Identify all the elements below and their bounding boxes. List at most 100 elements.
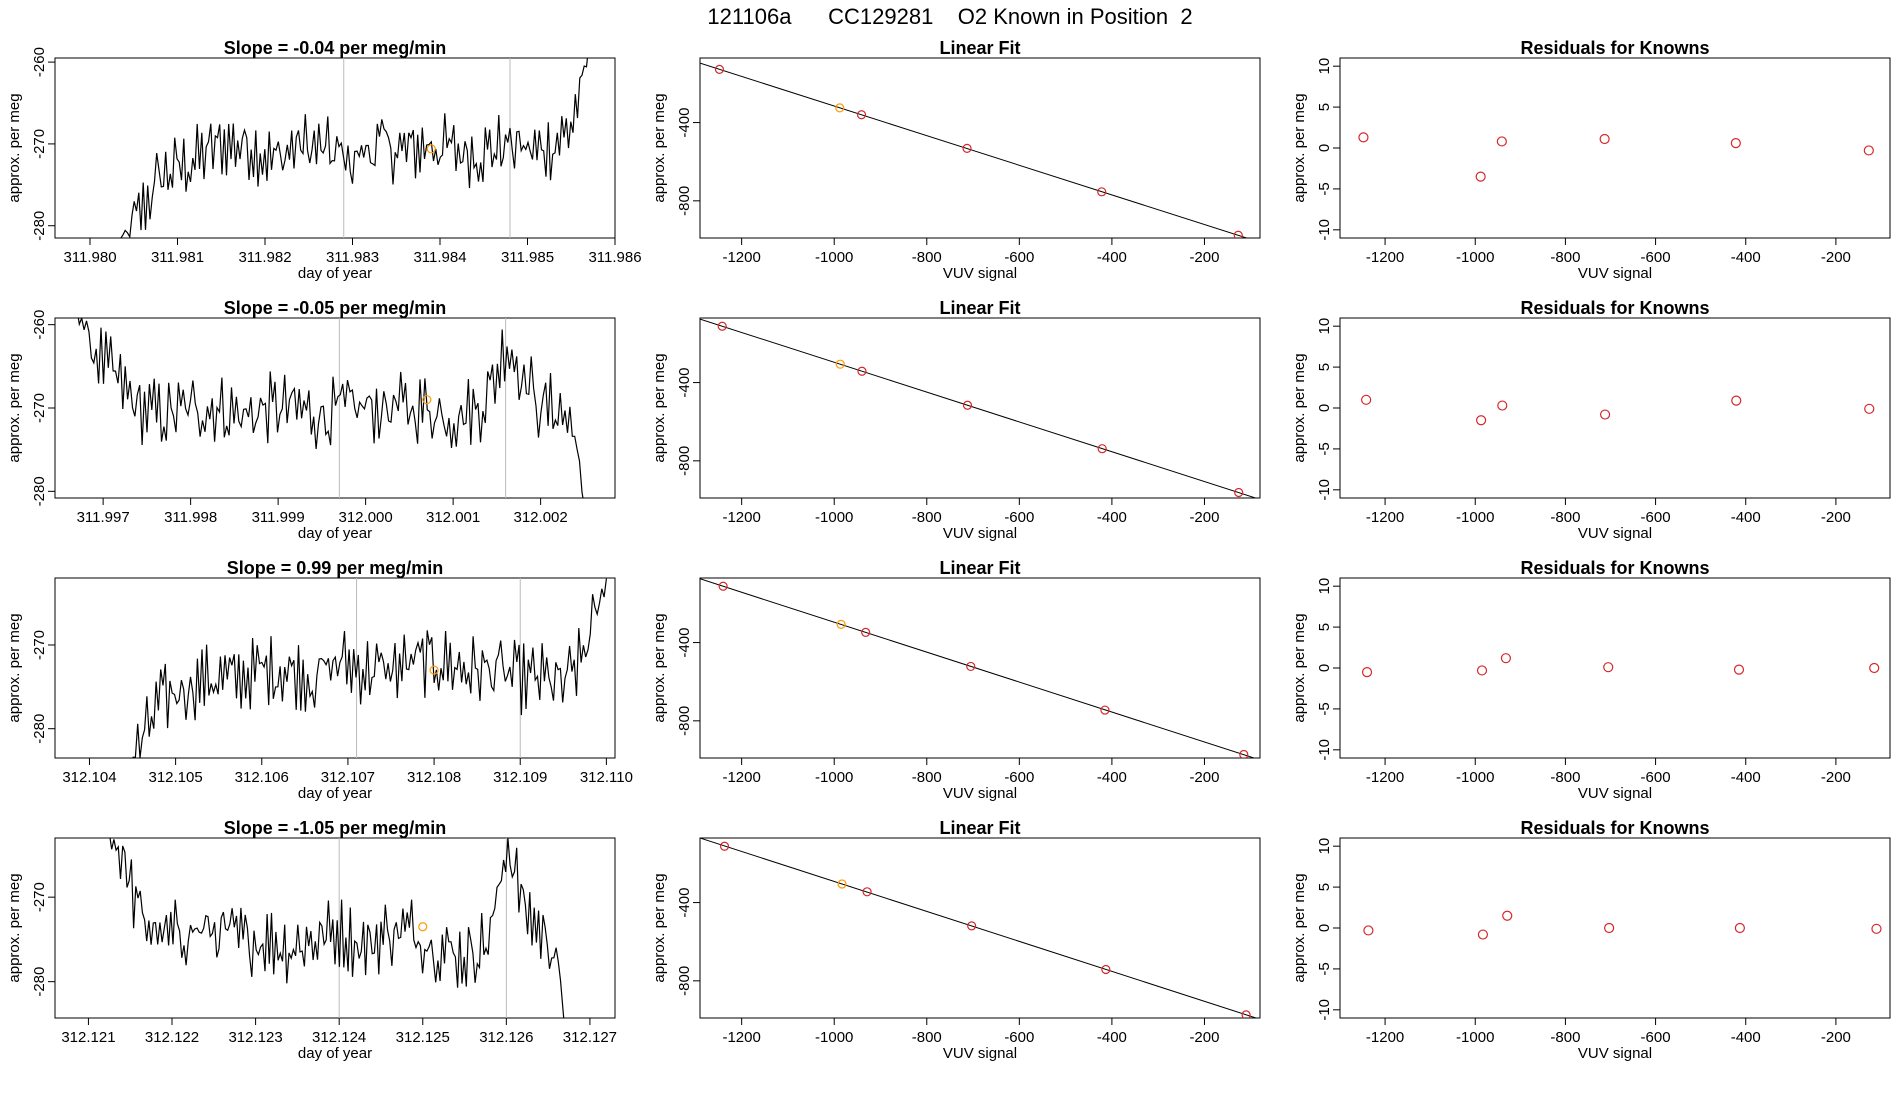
x-tick-label: -1000 [1456,249,1494,266]
x-tick-label: -1200 [1366,249,1404,266]
y-tick-label: -400 [676,888,693,918]
residual-point [1476,665,1488,676]
data-point [962,143,972,153]
highlight-point [422,395,432,405]
panel-resid-4: Residuals for Knowns -1200 -1000 -800 -600 -4… [1291,818,1891,1062]
x-tick-label: -200 [1821,249,1851,266]
x-tick-label: 312.104 [62,769,116,786]
y-tick-label: -5 [1316,182,1333,195]
residual-point [1358,132,1369,143]
y-tick-label: -800 [676,966,693,996]
panel-title: Linear Fit [939,298,1020,318]
x-axis-label: day of year [298,1045,372,1062]
x-tick-label: -600 [1004,769,1034,786]
fit-line [700,62,1249,238]
y-axis-label: approx. per meg [6,613,23,722]
x-tick-label: -400 [1731,249,1761,266]
y-axis-label: approx. per meg [6,353,23,462]
residual-point [1864,403,1875,414]
panel-title: Slope = 0.99 per meg/min [227,558,444,578]
data-point [1097,444,1107,454]
data-point [966,661,976,672]
highlight-point [429,665,439,675]
data-point [1097,187,1107,197]
panel-title: Residuals for Knowns [1520,818,1709,838]
plot-frame [1339,577,1891,759]
y-axis-label: approx. per meg [651,873,668,982]
x-axis-label: day of year [298,785,372,802]
panel-title: Slope = -1.05 per meg/min [224,818,447,838]
x-tick-label: 312.108 [407,769,461,786]
panel-fit-3: Linear Fit -1200 -1000 -800 -600 -400 -200 VUV … [651,558,1261,802]
panel-timeseries-1: Slope = -0.04 per meg/min 311.980 311.981 3… [6,38,642,282]
plot-frame [699,837,1261,1019]
x-tick-label: -800 [912,1029,942,1046]
y-tick-label: -10 [1316,219,1333,241]
data-point [1241,1010,1251,1018]
panel-timeseries-3: Slope = 0.99 per meg/min 312.104 312.105 31… [6,558,633,802]
plot-data [700,62,1249,238]
x-tick-label: -200 [1189,1029,1219,1046]
time-series-line [132,578,607,758]
x-axis-label: day of year [298,525,372,542]
x-tick-label: -1200 [1366,1029,1404,1046]
panel-title: Residuals for Knowns [1520,38,1709,58]
data-point [1233,230,1243,238]
y-axis-label: approx. per meg [1291,93,1308,202]
data-point [857,366,867,376]
data-point [714,64,725,74]
residual-point [1604,922,1615,934]
plot-data [77,318,584,498]
x-tick-label: 311.981 [151,249,204,266]
plot-data [700,318,1258,498]
residual-point [1733,664,1745,675]
x-tick-label: -600 [1004,509,1034,526]
data-point [718,581,728,591]
y-tick-label: -5 [1316,442,1333,455]
residual-point [1863,145,1874,156]
residual-point [1477,929,1489,940]
panel-title: Slope = -0.05 per meg/min [224,298,447,318]
data-point [861,627,871,637]
data-point [967,921,977,931]
y-tick-label: -5 [1316,702,1333,715]
y-tick-label: 10 [1316,838,1333,855]
y-tick-label: -280 [31,476,48,506]
y-tick-label: -5 [1316,962,1333,975]
plot-data [1363,910,1882,940]
y-tick-label: -800 [676,186,693,216]
y-tick-label: 10 [1316,578,1333,595]
x-tick-label: 312.109 [493,769,547,786]
plot-data [120,58,589,238]
y-tick-label: 10 [1316,58,1333,75]
time-series-line [77,318,584,498]
time-series-line [120,58,589,238]
y-tick-label: -800 [676,706,693,736]
x-tick-label: -400 [1097,249,1127,266]
x-tick-label: -1000 [815,769,853,786]
plot-frame [54,317,616,499]
y-tick-label: -400 [676,628,693,658]
residual-point [1500,653,1512,664]
x-tick-label: -1200 [722,1029,760,1046]
y-tick-label: 5 [1316,103,1333,111]
x-tick-label: -1200 [722,769,760,786]
residual-point [1496,136,1507,147]
x-tick-label: 312.122 [145,1029,199,1046]
residual-point [1475,171,1486,182]
residual-point [1869,662,1880,674]
plot-frame [54,57,616,239]
x-tick-label: -1200 [1366,509,1404,526]
plot-frame [54,577,616,759]
data-point [1239,749,1249,758]
plot-data [1358,132,1874,182]
x-tick-label: 311.999 [252,509,305,526]
x-tick-label: -400 [1731,509,1761,526]
highlight-point [836,619,846,629]
data-point [717,321,727,331]
x-tick-label: 312.127 [563,1029,617,1046]
x-tick-label: 311.982 [238,249,291,266]
plot-data [700,578,1256,758]
x-axis-label: day of year [298,265,372,282]
